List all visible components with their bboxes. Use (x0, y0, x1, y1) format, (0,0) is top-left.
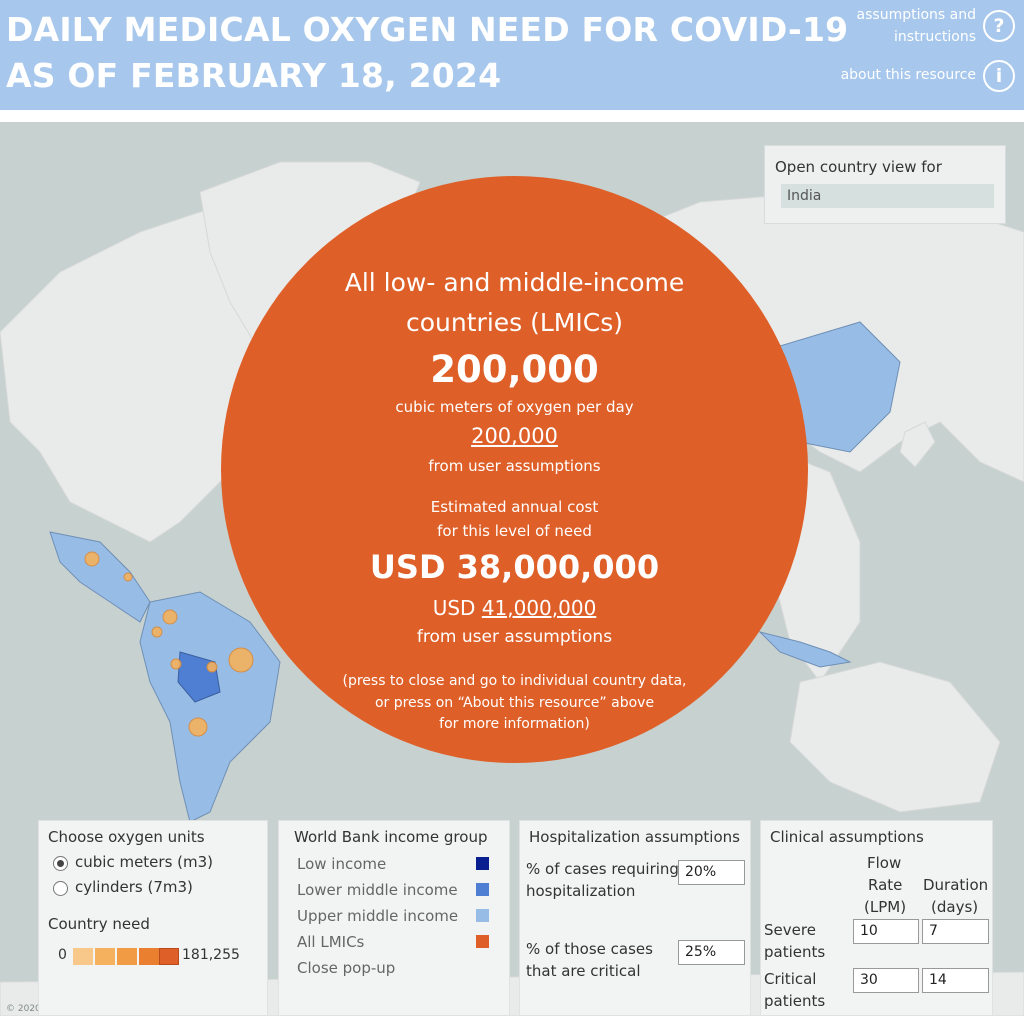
page-title-line2: AS OF FEBRUARY 18, 2024 (6, 56, 502, 95)
info-icon[interactable]: i (983, 60, 1015, 92)
cost-label-line2: for this level of need (437, 522, 592, 540)
user-daily-need-value: 200,000 (471, 424, 558, 448)
income-swatch-lower-middle (476, 883, 489, 896)
critical-label-line1: Critical (764, 970, 817, 988)
page-title-line1: DAILY MEDICAL OXYGEN NEED FOR COVID-19 (6, 10, 849, 49)
radio-cylinders-label[interactable]: cylinders (7m3) (75, 878, 193, 896)
income-group-panel: World Bank income group Low income Lower… (278, 820, 510, 1016)
png-region (758, 631, 852, 668)
income-item-all-lmics[interactable]: All LMICs (297, 933, 365, 951)
assumptions-link[interactable]: assumptions and instructions (806, 4, 976, 48)
income-item-low[interactable]: Low income (297, 855, 387, 873)
income-swatch-upper-middle (476, 909, 489, 922)
summary-note-line1: (press to close and go to individual cou… (342, 673, 687, 689)
about-resource-link[interactable]: about this resource (840, 67, 976, 83)
annual-cost-value: USD 38,000,000 (369, 548, 660, 586)
legend-swatch-2 (95, 948, 115, 965)
oxygen-units-panel: Choose oxygen units cubic meters (m3) cy… (38, 820, 268, 1016)
user-cost-value: USD 41,000,000 (221, 596, 808, 620)
income-swatch-all-lmics (476, 935, 489, 948)
income-group-title: World Bank income group (294, 828, 488, 846)
q-critical-line1: % of those cases (526, 940, 653, 958)
user-cost-prefix: USD (432, 596, 476, 620)
income-item-upper-middle[interactable]: Upper middle income (297, 907, 459, 925)
flow-rate-header-line1: Flow (867, 854, 902, 872)
hospitalization-panel: Hospitalization assumptions % of cases r… (519, 820, 751, 1016)
need-bubble-paraguay[interactable] (206, 661, 218, 673)
severe-flow-input[interactable]: 10 (853, 919, 919, 944)
need-bubble-guatemala[interactable] (123, 572, 133, 582)
summary-popup-circle[interactable]: All low- and middle-income countries (LM… (221, 176, 808, 763)
need-bubble-ecuador[interactable] (151, 626, 163, 638)
hospitalization-title: Hospitalization assumptions (529, 828, 740, 846)
severe-label-line1: Severe (764, 921, 816, 939)
summary-heading-line1: All low- and middle-income (344, 268, 685, 297)
severe-duration-input[interactable]: 7 (922, 919, 989, 944)
clinical-title: Clinical assumptions (770, 828, 924, 846)
need-bubble-brazil[interactable] (228, 647, 254, 673)
need-bubble-peru[interactable] (170, 658, 182, 670)
need-bubble-mexico[interactable] (84, 551, 100, 567)
flow-rate-header-line2: Rate (868, 876, 903, 894)
assumptions-link-line1: assumptions and (856, 7, 976, 23)
help-icon[interactable]: ? (983, 10, 1015, 42)
summary-note-line3: for more information) (439, 716, 590, 732)
income-swatch-low (476, 857, 489, 870)
summary-note-line2: or press on “About this resource” above (374, 695, 655, 711)
legend-swatch-1 (73, 948, 93, 965)
q-critical-line2: that are critical (526, 962, 641, 980)
severe-label-line2: patients (764, 943, 826, 961)
daily-need-unit: cubic meters of oxygen per day (395, 398, 634, 416)
legend-swatch-5 (159, 948, 179, 965)
assumptions-link-line2: instructions (894, 29, 976, 45)
legend-min: 0 (58, 947, 67, 963)
cost-label-line1: Estimated annual cost (430, 498, 599, 516)
daily-need-value: 200,000 (430, 348, 599, 391)
country-view-label: Open country view for (775, 158, 942, 176)
hospitalization-rate-input[interactable]: 20% (678, 860, 745, 885)
legend-swatch-4 (139, 948, 159, 965)
critical-rate-input[interactable]: 25% (678, 940, 745, 965)
radio-cylinders[interactable] (53, 881, 68, 896)
need-bubble-colombia[interactable] (162, 609, 178, 625)
critical-flow-input[interactable]: 30 (853, 968, 919, 993)
duration-header-line1: Duration (923, 876, 989, 894)
header-bar: DAILY MEDICAL OXYGEN NEED FOR COVID-19 A… (0, 0, 1024, 110)
q-hospitalization-line1: % of cases requiring (526, 860, 679, 878)
income-item-lower-middle[interactable]: Lower middle income (297, 881, 458, 899)
radio-cubic-meters-label[interactable]: cubic meters (m3) (75, 853, 214, 871)
summary-heading-line2: countries (LMICs) (406, 308, 623, 337)
q-hospitalization-line2: hospitalization (526, 882, 636, 900)
from-user-label-1: from user assumptions (428, 457, 601, 475)
country-view-panel: Open country view for India (764, 145, 1006, 224)
close-popup-button[interactable]: Close pop-up (297, 959, 396, 977)
user-cost-number: 41,000,000 (481, 596, 597, 620)
mexico-region (49, 531, 151, 623)
legend-max: 181,255 (182, 947, 240, 963)
critical-duration-input[interactable]: 14 (922, 968, 989, 993)
from-user-label-2: from user assumptions (416, 627, 613, 647)
duration-header-line2: (days) (931, 898, 979, 916)
radio-cubic-meters[interactable] (53, 856, 68, 871)
legend-swatch-3 (117, 948, 137, 965)
flow-rate-header-line3: (LPM) (864, 898, 907, 916)
critical-label-line2: patients (764, 992, 826, 1010)
japan-land (899, 421, 936, 468)
need-bubble-argentina[interactable] (188, 717, 208, 737)
australia-land (789, 661, 1001, 813)
country-select[interactable]: India (781, 184, 994, 208)
oxygen-units-title: Choose oxygen units (48, 828, 205, 846)
clinical-panel: Clinical assumptions Flow Rate (LPM) Dur… (760, 820, 993, 1016)
country-need-legend-title: Country need (48, 915, 150, 933)
